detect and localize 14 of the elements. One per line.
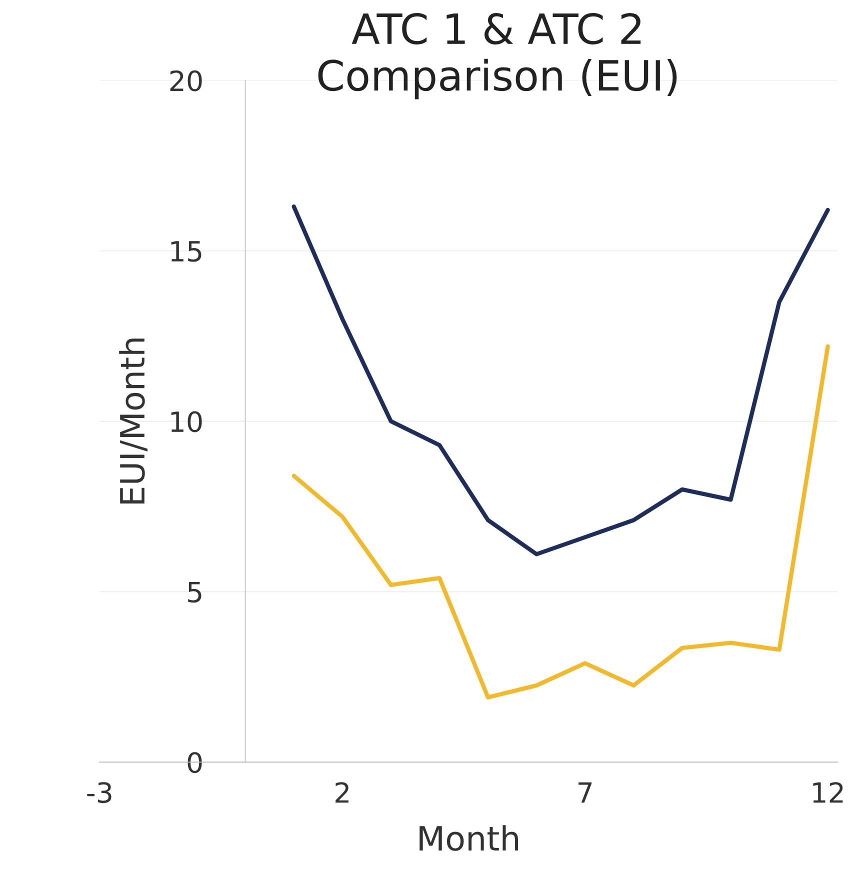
y-tick-label: 20 <box>170 70 202 92</box>
chart-title: ATC 1 & ATC 2 Comparison (EUI) <box>318 12 677 100</box>
x-tick-label: 7 <box>578 782 592 803</box>
y-tick-label: 5 <box>188 582 202 603</box>
x-axis-title: Month <box>420 825 518 851</box>
y-tick-label: 15 <box>171 241 202 262</box>
x-tick-label: 2 <box>336 782 348 803</box>
line-series <box>292 344 830 700</box>
y-tick-label: 10 <box>171 411 202 432</box>
x-tick-label: 12 <box>813 782 843 803</box>
y-axis-title: EUI/Month <box>119 338 148 504</box>
x-tick-label: -3 <box>87 782 112 804</box>
y-tick-label: 0 <box>188 752 202 774</box>
line-series <box>292 204 830 556</box>
